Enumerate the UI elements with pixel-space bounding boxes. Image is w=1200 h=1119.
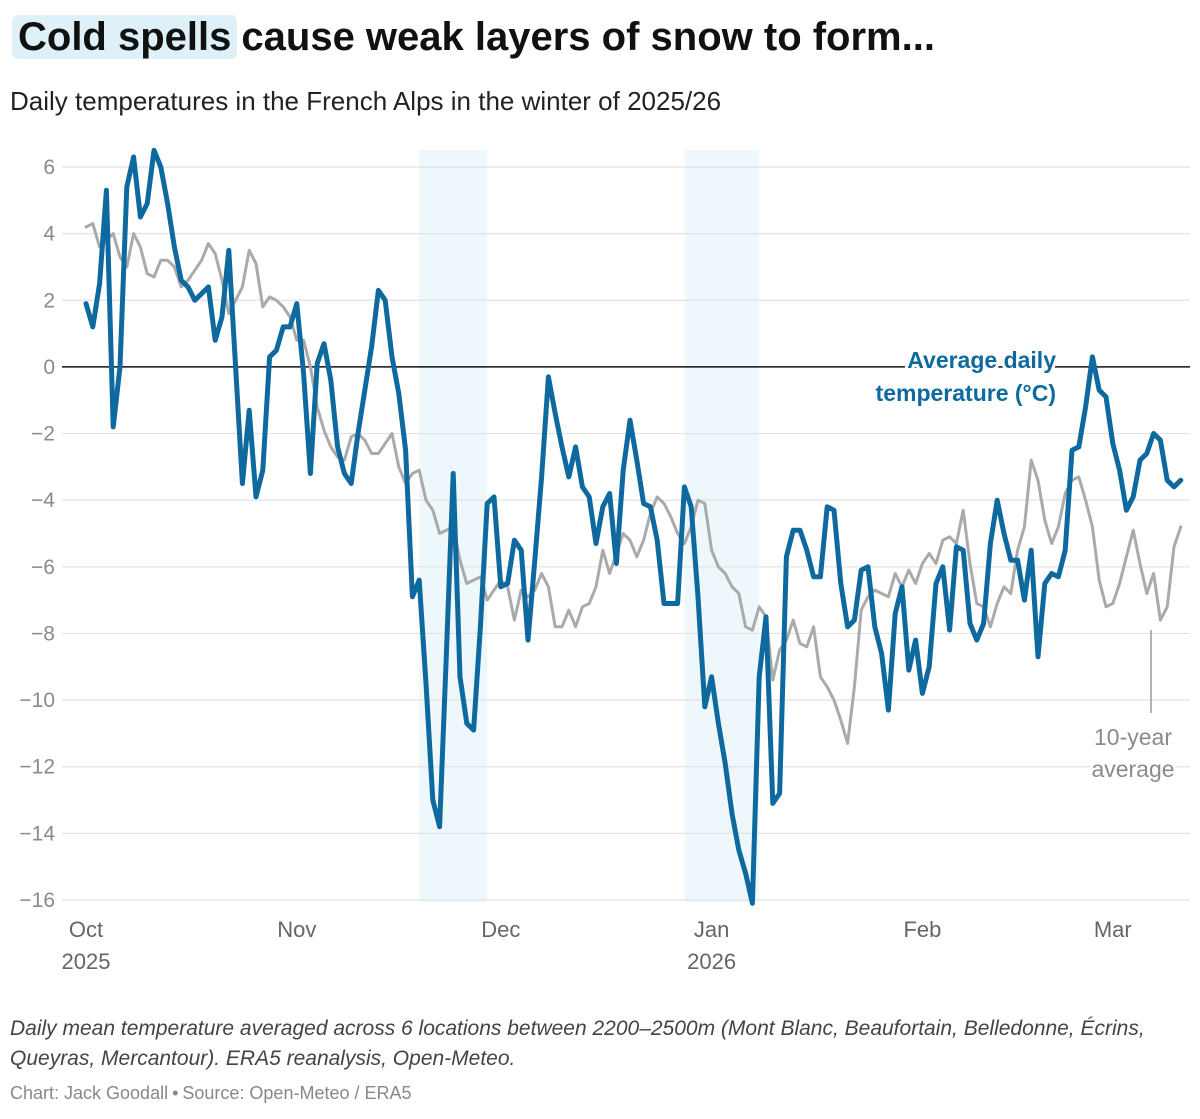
x-tick-label: Feb [903, 917, 941, 942]
y-tick-label: 4 [43, 223, 55, 246]
x-tick-label: Jan [694, 917, 729, 942]
chart-subtitle: Daily temperatures in the French Alps in… [10, 86, 722, 116]
x-tick-label: Nov [277, 917, 316, 942]
y-tick-label: −6 [31, 556, 55, 579]
x-tick-label: Dec [481, 917, 520, 942]
average-label: average [1091, 756, 1174, 782]
y-tick-label: 6 [43, 156, 55, 179]
x-axis-ticks: Oct 2025 Nov Dec Jan 2026 Feb Mar [62, 917, 1132, 974]
y-tick-label: −14 [19, 822, 55, 845]
y-tick-label: −12 [19, 756, 55, 779]
methodology-note: Daily mean temperature averaged across 6… [10, 1017, 1145, 1070]
y-axis-ticks: 6 4 2 0 −2 −4 −6 −8 −10 −12 −14 −16 [19, 156, 55, 912]
average-temperature-line [84, 222, 1183, 745]
daily-temperature-line [83, 147, 1184, 906]
daily-temperature-label: temperature (°C) [876, 380, 1056, 406]
cold-spell-band-2 [684, 150, 760, 902]
y-tick-label: −16 [19, 889, 55, 912]
credit-source: Source: Open-Meteo / ERA5 [182, 1083, 412, 1103]
y-tick-label: −4 [31, 489, 55, 512]
y-tick-label: −8 [31, 622, 55, 645]
x-tick-year-label: 2025 [62, 949, 111, 974]
x-tick-year-label: 2026 [687, 949, 736, 974]
average-label: 10-year [1094, 724, 1172, 750]
gridlines [62, 166, 1190, 901]
chart-credit: Chart: Jack Goodall • Source: Open-Meteo /… [10, 1083, 412, 1104]
daily-temperature-label: Average daily [907, 347, 1056, 373]
series-labels: Average daily temperature (°C) 10-year aver… [873, 344, 1178, 785]
title-highlight: Cold spells [12, 15, 238, 59]
credit-separator: • [172, 1083, 179, 1103]
y-tick-label: 2 [43, 289, 55, 312]
title-rest: cause weak layers of snow to form... [241, 15, 935, 59]
credit-author: Chart: Jack Goodall [10, 1083, 169, 1103]
y-tick-label: −2 [31, 423, 55, 446]
temperature-line-chart: 6 4 2 0 −2 −4 −6 −8 −10 −12 −14 −16 Oct 2025 Nov Dec Ja… [19, 147, 1190, 974]
y-tick-label: 0 [43, 356, 55, 379]
series-lines [83, 147, 1184, 906]
chart-title: Cold spells cause weak layers of snow to … [12, 8, 935, 66]
x-tick-label: Oct [69, 917, 103, 942]
x-tick-label: Mar [1094, 917, 1132, 942]
y-tick-label: −10 [19, 689, 55, 712]
